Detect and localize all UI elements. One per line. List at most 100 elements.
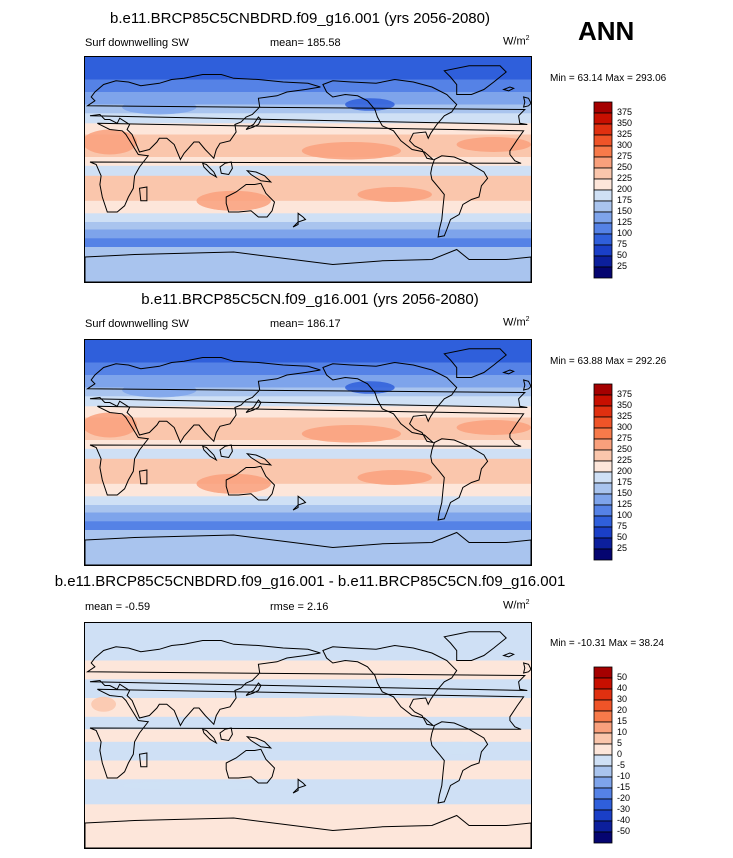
colorbar-label: -10 bbox=[617, 771, 631, 781]
coastline-australia bbox=[225, 182, 276, 218]
colorbar-label: 350 bbox=[617, 400, 633, 410]
coastline-japan bbox=[245, 399, 262, 413]
panel1-title: b.e11.BRCP85C5CNBDRD.f09_g16.001 (yrs 20… bbox=[110, 10, 490, 27]
colorbar-label: 350 bbox=[617, 118, 633, 128]
field-band bbox=[85, 406, 531, 419]
coastline-africa bbox=[89, 122, 525, 213]
field-band bbox=[85, 505, 531, 513]
panel1-colorbar: 375 350 325 300 275 250 225 200 175 150 125 100 75 50… bbox=[593, 101, 632, 284]
coastline-uk bbox=[522, 96, 531, 108]
panel3-colorbar: 50 40 30 20 15 10 5 0 -5 -10 -15 -20 -30 -40 -50 bbox=[593, 666, 630, 849]
coastline-newguinea bbox=[245, 453, 273, 466]
coastline-iceland bbox=[502, 369, 515, 375]
panel2-mean: mean= 186.17 bbox=[270, 318, 341, 330]
panel3-title: b.e11.BRCP85C5CNBDRD.f09_g16.001 - b.e11… bbox=[54, 573, 566, 590]
season-label: ANN bbox=[578, 16, 635, 46]
colorbar-svg bbox=[593, 101, 613, 279]
field-band bbox=[85, 222, 531, 230]
colorbar-box bbox=[593, 156, 613, 169]
panel2-units: W/m2 bbox=[503, 316, 530, 329]
coastline-antarctica bbox=[85, 248, 531, 282]
colorbar-box bbox=[593, 394, 613, 407]
colorbar-label: 50 bbox=[617, 250, 628, 260]
colorbar-label: 300 bbox=[617, 140, 633, 150]
colorbar-label: 0 bbox=[617, 749, 623, 759]
colorbar-label: 275 bbox=[617, 151, 633, 161]
colorbar-box bbox=[593, 548, 613, 561]
colorbar-box bbox=[593, 710, 613, 723]
panel1-variable: Surf downwelling SW bbox=[85, 37, 189, 49]
colorbar-box bbox=[593, 688, 613, 701]
coastline-borneo bbox=[219, 444, 233, 459]
field-feature bbox=[301, 425, 401, 443]
field-band bbox=[85, 229, 531, 239]
colorbar-box bbox=[593, 427, 613, 440]
field-band bbox=[85, 440, 531, 450]
colorbar-label: 225 bbox=[617, 455, 633, 465]
colorbar-label: -50 bbox=[617, 826, 631, 836]
field-feature bbox=[85, 412, 138, 438]
colorbar-label: 375 bbox=[617, 107, 633, 117]
colorbar-box bbox=[593, 721, 613, 734]
colorbar-label: 30 bbox=[617, 694, 628, 704]
field-feature bbox=[431, 741, 482, 755]
coastline-borneo bbox=[219, 161, 233, 176]
coastline-iceland bbox=[502, 86, 515, 92]
field-feature bbox=[456, 137, 531, 152]
field-band bbox=[85, 213, 531, 223]
colorbar-label: 125 bbox=[617, 499, 633, 509]
colorbar-label: 175 bbox=[617, 195, 633, 205]
field-feature bbox=[345, 98, 395, 111]
colorbar-label: 225 bbox=[617, 173, 633, 183]
colorbar-box bbox=[593, 743, 613, 756]
coastline-namerica bbox=[322, 361, 458, 444]
field-feature bbox=[196, 473, 271, 494]
field-band bbox=[85, 741, 531, 762]
panel3-rmse: rmse = 2.16 bbox=[270, 601, 329, 613]
coastline-australia bbox=[225, 748, 276, 784]
coastline-africa bbox=[89, 688, 525, 779]
colorbar-label: 125 bbox=[617, 217, 633, 227]
panel3-minmax: Min = -10.31 Max = 38.24 bbox=[550, 638, 664, 649]
panel3-units: W/m2 bbox=[503, 599, 530, 612]
field-band bbox=[85, 92, 531, 105]
field-feature bbox=[301, 142, 401, 160]
colorbar-box bbox=[593, 244, 613, 257]
field-band bbox=[85, 165, 531, 177]
field-feature bbox=[122, 99, 197, 115]
coastline-madagascar bbox=[138, 186, 148, 202]
panel2-map bbox=[84, 339, 532, 566]
coastline-newguinea bbox=[245, 736, 273, 749]
coastline-eurasia bbox=[85, 357, 528, 444]
colorbar-label: 20 bbox=[617, 705, 628, 715]
field-band bbox=[85, 157, 531, 167]
colorbar-label: 325 bbox=[617, 411, 633, 421]
colorbar-box bbox=[593, 438, 613, 451]
field-feature bbox=[357, 187, 432, 202]
colorbar-box bbox=[593, 798, 613, 811]
colorbar-label: 10 bbox=[617, 727, 628, 737]
panel3-mean: mean = -0.59 bbox=[85, 601, 151, 613]
map-svg bbox=[85, 623, 531, 848]
coastline-eurasia bbox=[85, 74, 528, 161]
field-feature bbox=[345, 381, 395, 394]
coastline-japan bbox=[245, 682, 262, 696]
colorbar-box bbox=[593, 460, 613, 473]
colorbar-box bbox=[593, 809, 613, 822]
field-band bbox=[85, 175, 531, 202]
panel2-variable: Surf downwelling SW bbox=[85, 318, 189, 330]
field-band bbox=[85, 200, 531, 214]
field-band bbox=[85, 483, 531, 497]
colorbar-svg bbox=[593, 666, 613, 844]
colorbar-box bbox=[593, 677, 613, 690]
coastline-sumatra bbox=[201, 445, 218, 462]
colorbar-svg bbox=[593, 383, 613, 561]
coastline-namerica bbox=[322, 644, 458, 727]
colorbar-label: -5 bbox=[617, 760, 626, 770]
coastline-samerica bbox=[430, 721, 489, 804]
field-band bbox=[85, 417, 531, 441]
colorbar-label: 100 bbox=[617, 510, 633, 520]
colorbar-label: 325 bbox=[617, 129, 633, 139]
field-band bbox=[85, 340, 531, 363]
colorbar-box bbox=[593, 145, 613, 158]
